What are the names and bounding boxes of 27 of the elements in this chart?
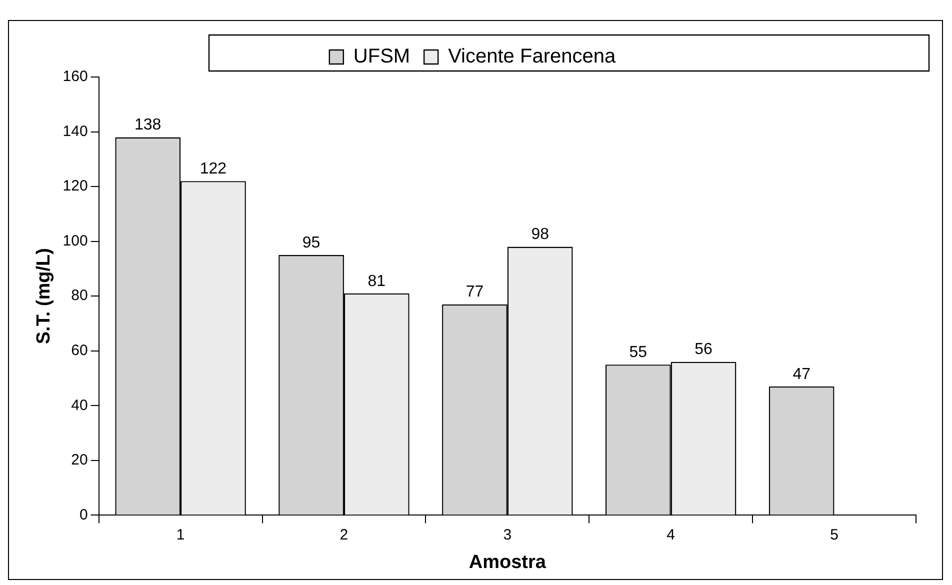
x-tick-label: 2 bbox=[340, 526, 348, 544]
x-tick-label: 3 bbox=[503, 526, 512, 544]
y-tick-label: 80 bbox=[71, 287, 88, 304]
data-label: 56 bbox=[694, 341, 713, 358]
data-label: 55 bbox=[629, 344, 648, 361]
y-tick-label: 100 bbox=[62, 232, 88, 250]
x-tick-label: 4 bbox=[666, 526, 676, 544]
x-tick-label: 1 bbox=[176, 526, 185, 544]
data-label: 122 bbox=[200, 160, 227, 178]
data-label: 77 bbox=[466, 284, 484, 301]
data-label: 81 bbox=[368, 272, 386, 290]
legend-label: Vicente Farencena bbox=[448, 46, 616, 68]
y-tick-label: 60 bbox=[71, 342, 88, 360]
y-tick-label: 120 bbox=[62, 178, 88, 195]
data-label: 138 bbox=[134, 116, 162, 134]
y-tick-label: 40 bbox=[71, 396, 88, 414]
legend-label: UFSM bbox=[353, 46, 410, 68]
y-tick-label: 140 bbox=[62, 122, 88, 140]
y-tick-label: 0 bbox=[79, 506, 88, 524]
x-axis-title: Amostra bbox=[468, 552, 546, 573]
y-tick-label: 160 bbox=[62, 68, 88, 86]
y-tick-label: 20 bbox=[71, 452, 88, 469]
data-label: 47 bbox=[792, 366, 811, 383]
y-axis-title: S.T. (mg/L) bbox=[34, 248, 55, 344]
data-label: 98 bbox=[531, 226, 550, 244]
data-label: 95 bbox=[302, 234, 320, 252]
x-tick-label: 5 bbox=[830, 526, 838, 544]
